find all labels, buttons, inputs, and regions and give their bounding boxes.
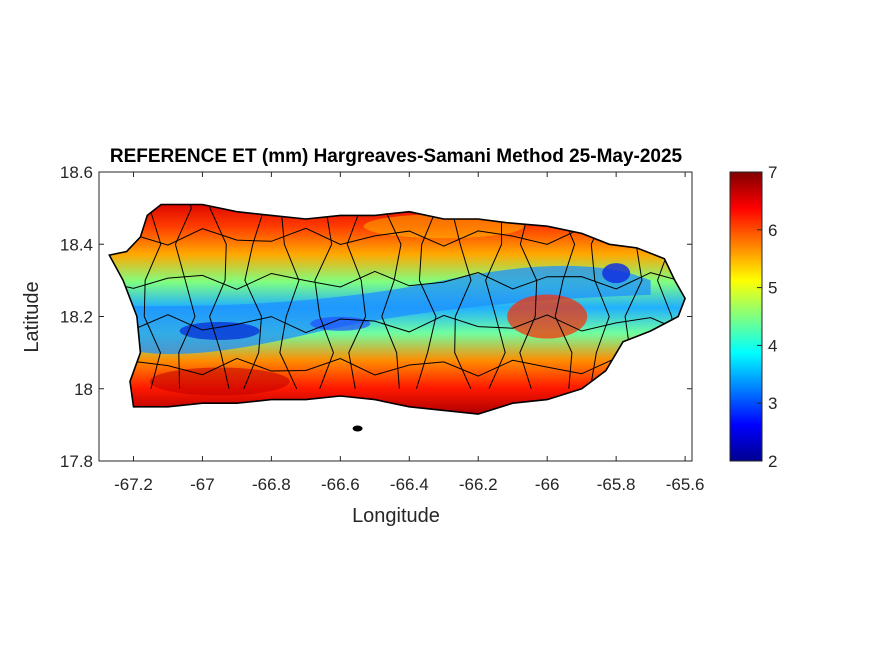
y-tick-label: 18.4	[60, 235, 93, 254]
x-tick-label: -65.6	[666, 475, 705, 494]
x-tick-label: -66.6	[321, 475, 360, 494]
et-heatmap	[109, 204, 686, 414]
islet	[352, 425, 363, 432]
coastline	[108, 203, 686, 415]
x-axis-label: Longitude	[352, 505, 440, 527]
y-tick-label: 18	[74, 380, 93, 399]
x-tick-label: -66.4	[390, 475, 429, 494]
colorbar-scale	[729, 171, 763, 462]
colorbar-tick-label: 5	[768, 279, 777, 298]
colorbar-tick-label: 6	[768, 221, 777, 240]
x-tick-label: -67	[190, 475, 215, 494]
chart-title: REFERENCE ET (mm) Hargreaves-Samani Meth…	[110, 146, 683, 167]
x-tick-label: -66.2	[459, 475, 498, 494]
x-tick-label: -67.2	[114, 475, 153, 494]
y-tick-label: 18.6	[60, 163, 93, 182]
y-tick-label: 18.2	[60, 308, 93, 327]
x-tick-label: -66.8	[252, 475, 291, 494]
colorbar: 2 3 4 5 6 7	[729, 163, 777, 471]
x-tick-label: -65.8	[597, 475, 636, 494]
colorbar-tick-label: 3	[768, 394, 777, 413]
colorbar-tick-label: 4	[768, 336, 777, 355]
colorbar-tick-label: 2	[768, 452, 777, 471]
y-tick-label: 17.8	[60, 452, 93, 471]
x-tick-label: -66	[535, 475, 560, 494]
colorbar-tick-label: 7	[768, 163, 777, 182]
x-axis-ticks: -67.2 -67 -66.8 -66.6 -66.4 -66.2 -66 -65.8 -65.…	[114, 172, 704, 494]
plot-area	[98, 171, 693, 462]
y-axis-ticks: 17.8 18 18.2 18.4 18.6	[60, 163, 692, 471]
y-axis-label: Latitude	[21, 281, 43, 352]
